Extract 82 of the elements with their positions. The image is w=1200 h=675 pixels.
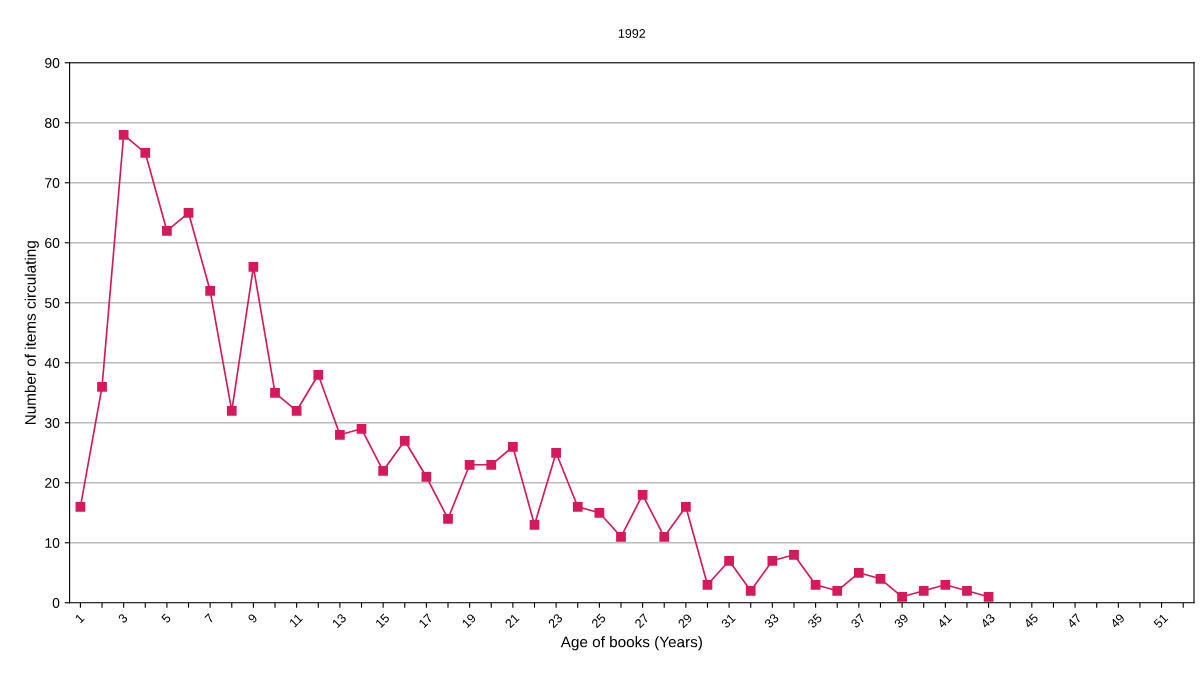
y-tick-label: 30 (44, 418, 60, 428)
x-tick-label: 21 (504, 613, 520, 629)
point (226, 405, 237, 416)
point (897, 591, 907, 602)
x-tick-label: 31 (720, 613, 736, 629)
point (745, 585, 756, 596)
point (962, 585, 972, 596)
point (140, 147, 151, 158)
point (680, 501, 691, 512)
x-tick-label: 3 (117, 613, 129, 624)
x-tick-label: 1 (74, 613, 85, 624)
point (918, 585, 929, 596)
y-tick-label: 80 (45, 118, 60, 128)
point (659, 531, 670, 542)
point (464, 459, 475, 470)
x-tick-label: 51 (1153, 613, 1169, 629)
point (551, 447, 561, 458)
y-axis-title: Number of items circulating (24, 241, 39, 425)
point (183, 207, 194, 218)
point (443, 513, 453, 524)
point (508, 441, 518, 452)
point (378, 465, 388, 476)
point (724, 555, 734, 566)
point (983, 591, 994, 602)
point (572, 501, 583, 512)
point (421, 471, 432, 482)
x-tick-label: 23 (547, 613, 564, 629)
x-tick-label: 43 (979, 613, 996, 629)
point (529, 519, 540, 530)
x-tick-label: 49 (1109, 613, 1126, 629)
y-tick-label: 60 (45, 238, 60, 248)
point (248, 261, 259, 272)
x-tick-label: 17 (418, 613, 434, 629)
x-tick-label: 29 (677, 613, 693, 629)
x-tick-label: 47 (1066, 613, 1082, 629)
point (335, 429, 345, 440)
point (637, 489, 648, 500)
y-tick-label: 90 (45, 58, 60, 68)
x-tick-label: 37 (850, 613, 866, 629)
x-tick-label: 45 (1023, 613, 1039, 629)
x-tick-label: 35 (807, 613, 823, 629)
x-tick-label: 9 (247, 613, 258, 624)
x-tick-label: 19 (461, 613, 477, 629)
point (594, 507, 605, 518)
point (313, 369, 324, 380)
point (162, 225, 172, 236)
x-axis-title: Age of books (Years) (560, 636, 702, 651)
x-tick-label: 25 (591, 613, 607, 629)
y-tick-label: 50 (44, 298, 60, 308)
x-tick-label: 11 (288, 613, 304, 628)
point (810, 579, 821, 590)
point (832, 585, 843, 596)
chart-title: 1992 (618, 29, 646, 38)
point (118, 129, 129, 140)
x-tick-label: 41 (936, 613, 953, 629)
y-tick-label: 0 (52, 598, 60, 608)
point (75, 501, 86, 512)
point (940, 579, 951, 590)
y-tick-label: 70 (45, 178, 60, 188)
x-tick-label: 5 (161, 613, 172, 624)
x-tick-label: 39 (893, 613, 909, 629)
point (789, 549, 799, 560)
point (356, 423, 367, 434)
point (291, 405, 302, 416)
x-tick-label: 7 (204, 613, 215, 624)
point (853, 567, 864, 578)
y-tick-label: 40 (44, 358, 60, 368)
point (616, 531, 626, 542)
point (486, 459, 497, 470)
x-tick-label: 13 (331, 613, 347, 629)
x-tick-label: 15 (375, 613, 391, 629)
x-tick-label: 33 (763, 613, 780, 629)
point (270, 387, 280, 398)
point (875, 573, 886, 584)
point (767, 555, 778, 566)
y-tick-label: 10 (45, 538, 60, 548)
point (399, 435, 410, 446)
point (702, 579, 713, 590)
y-tick-label: 20 (45, 478, 60, 488)
point (205, 285, 216, 296)
x-tick-label: 27 (634, 613, 650, 629)
point (97, 381, 107, 392)
